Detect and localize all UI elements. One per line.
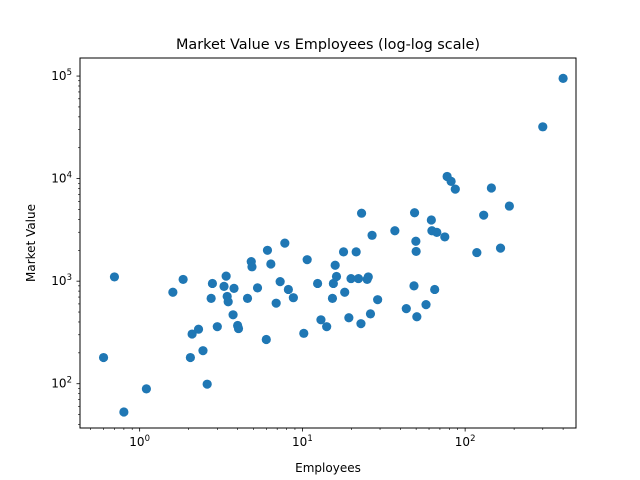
data-point bbox=[558, 73, 568, 83]
data-point bbox=[390, 226, 400, 236]
data-point bbox=[432, 227, 442, 237]
y-tick-label: 104 bbox=[51, 171, 72, 186]
data-point bbox=[229, 283, 239, 293]
data-point bbox=[187, 329, 197, 339]
x-tick-label: 100 bbox=[129, 434, 150, 449]
data-point bbox=[207, 278, 218, 289]
data-point bbox=[504, 201, 514, 211]
data-point bbox=[440, 232, 450, 242]
data-point bbox=[353, 273, 364, 284]
data-point bbox=[212, 322, 222, 332]
data-point bbox=[486, 183, 496, 193]
data-point bbox=[351, 247, 361, 257]
data-point bbox=[109, 272, 120, 282]
data-point bbox=[338, 247, 349, 257]
data-point bbox=[365, 309, 376, 319]
data-point bbox=[302, 255, 312, 265]
data-point bbox=[299, 328, 309, 338]
data-point bbox=[168, 287, 178, 297]
data-point bbox=[316, 315, 326, 325]
plot-frame bbox=[79, 57, 577, 429]
data-point bbox=[275, 277, 285, 287]
data-point bbox=[328, 278, 338, 289]
data-point bbox=[344, 313, 354, 323]
data-point bbox=[233, 323, 244, 334]
data-point bbox=[401, 304, 411, 314]
data-point bbox=[228, 310, 238, 320]
data-point bbox=[271, 298, 281, 308]
data-point bbox=[223, 297, 233, 307]
data-point bbox=[421, 300, 431, 310]
x-axis: 100 101 102 bbox=[90, 428, 564, 449]
data-point bbox=[446, 176, 456, 186]
data-point bbox=[252, 283, 263, 293]
data-point bbox=[261, 334, 271, 345]
data-point bbox=[495, 243, 506, 253]
data-point bbox=[367, 230, 377, 240]
data-point bbox=[450, 184, 460, 194]
y-axis: 102 103 104 105 bbox=[51, 68, 80, 425]
data-point bbox=[266, 259, 276, 269]
data-point bbox=[193, 324, 204, 334]
data-point bbox=[247, 262, 257, 272]
data-point bbox=[411, 246, 421, 257]
data-point bbox=[141, 384, 151, 394]
data-point bbox=[221, 271, 231, 281]
x-axis-label: Employees bbox=[295, 461, 361, 475]
data-point bbox=[411, 236, 421, 246]
x-tick-label: 102 bbox=[455, 434, 476, 449]
data-point bbox=[313, 278, 323, 289]
data-point bbox=[412, 312, 422, 322]
data-point bbox=[198, 346, 208, 356]
data-point bbox=[330, 260, 340, 270]
data-point bbox=[262, 245, 273, 255]
data-point bbox=[327, 293, 338, 303]
data-point bbox=[119, 407, 129, 417]
data-point bbox=[409, 208, 420, 218]
y-tick-label: 102 bbox=[51, 376, 72, 391]
data-point bbox=[356, 208, 367, 218]
data-point bbox=[283, 284, 293, 295]
data-point bbox=[479, 210, 489, 220]
data-point bbox=[430, 284, 440, 295]
y-axis-label: Market Value bbox=[24, 204, 38, 282]
data-point bbox=[346, 273, 356, 284]
y-tick-label: 103 bbox=[51, 273, 72, 288]
data-point bbox=[340, 287, 350, 297]
data-point bbox=[98, 352, 109, 363]
data-point bbox=[242, 293, 253, 303]
data-point bbox=[363, 272, 373, 282]
chart-title: Market Value vs Employees (log-log scale… bbox=[176, 37, 480, 53]
data-point bbox=[472, 247, 482, 258]
data-point bbox=[178, 274, 188, 285]
x-tick-label: 101 bbox=[292, 434, 313, 449]
data-point bbox=[331, 271, 342, 282]
data-point bbox=[322, 322, 332, 332]
data-point bbox=[538, 122, 548, 132]
y-tick-label: 105 bbox=[51, 68, 72, 83]
points-layer bbox=[98, 73, 568, 417]
data-point bbox=[426, 215, 436, 225]
data-point bbox=[373, 295, 383, 305]
data-point bbox=[288, 293, 298, 303]
data-point bbox=[280, 238, 290, 248]
data-point bbox=[206, 293, 216, 303]
data-point bbox=[356, 319, 366, 329]
data-point bbox=[202, 379, 212, 389]
data-point bbox=[219, 281, 229, 291]
data-point bbox=[185, 352, 195, 363]
data-point bbox=[409, 281, 419, 291]
